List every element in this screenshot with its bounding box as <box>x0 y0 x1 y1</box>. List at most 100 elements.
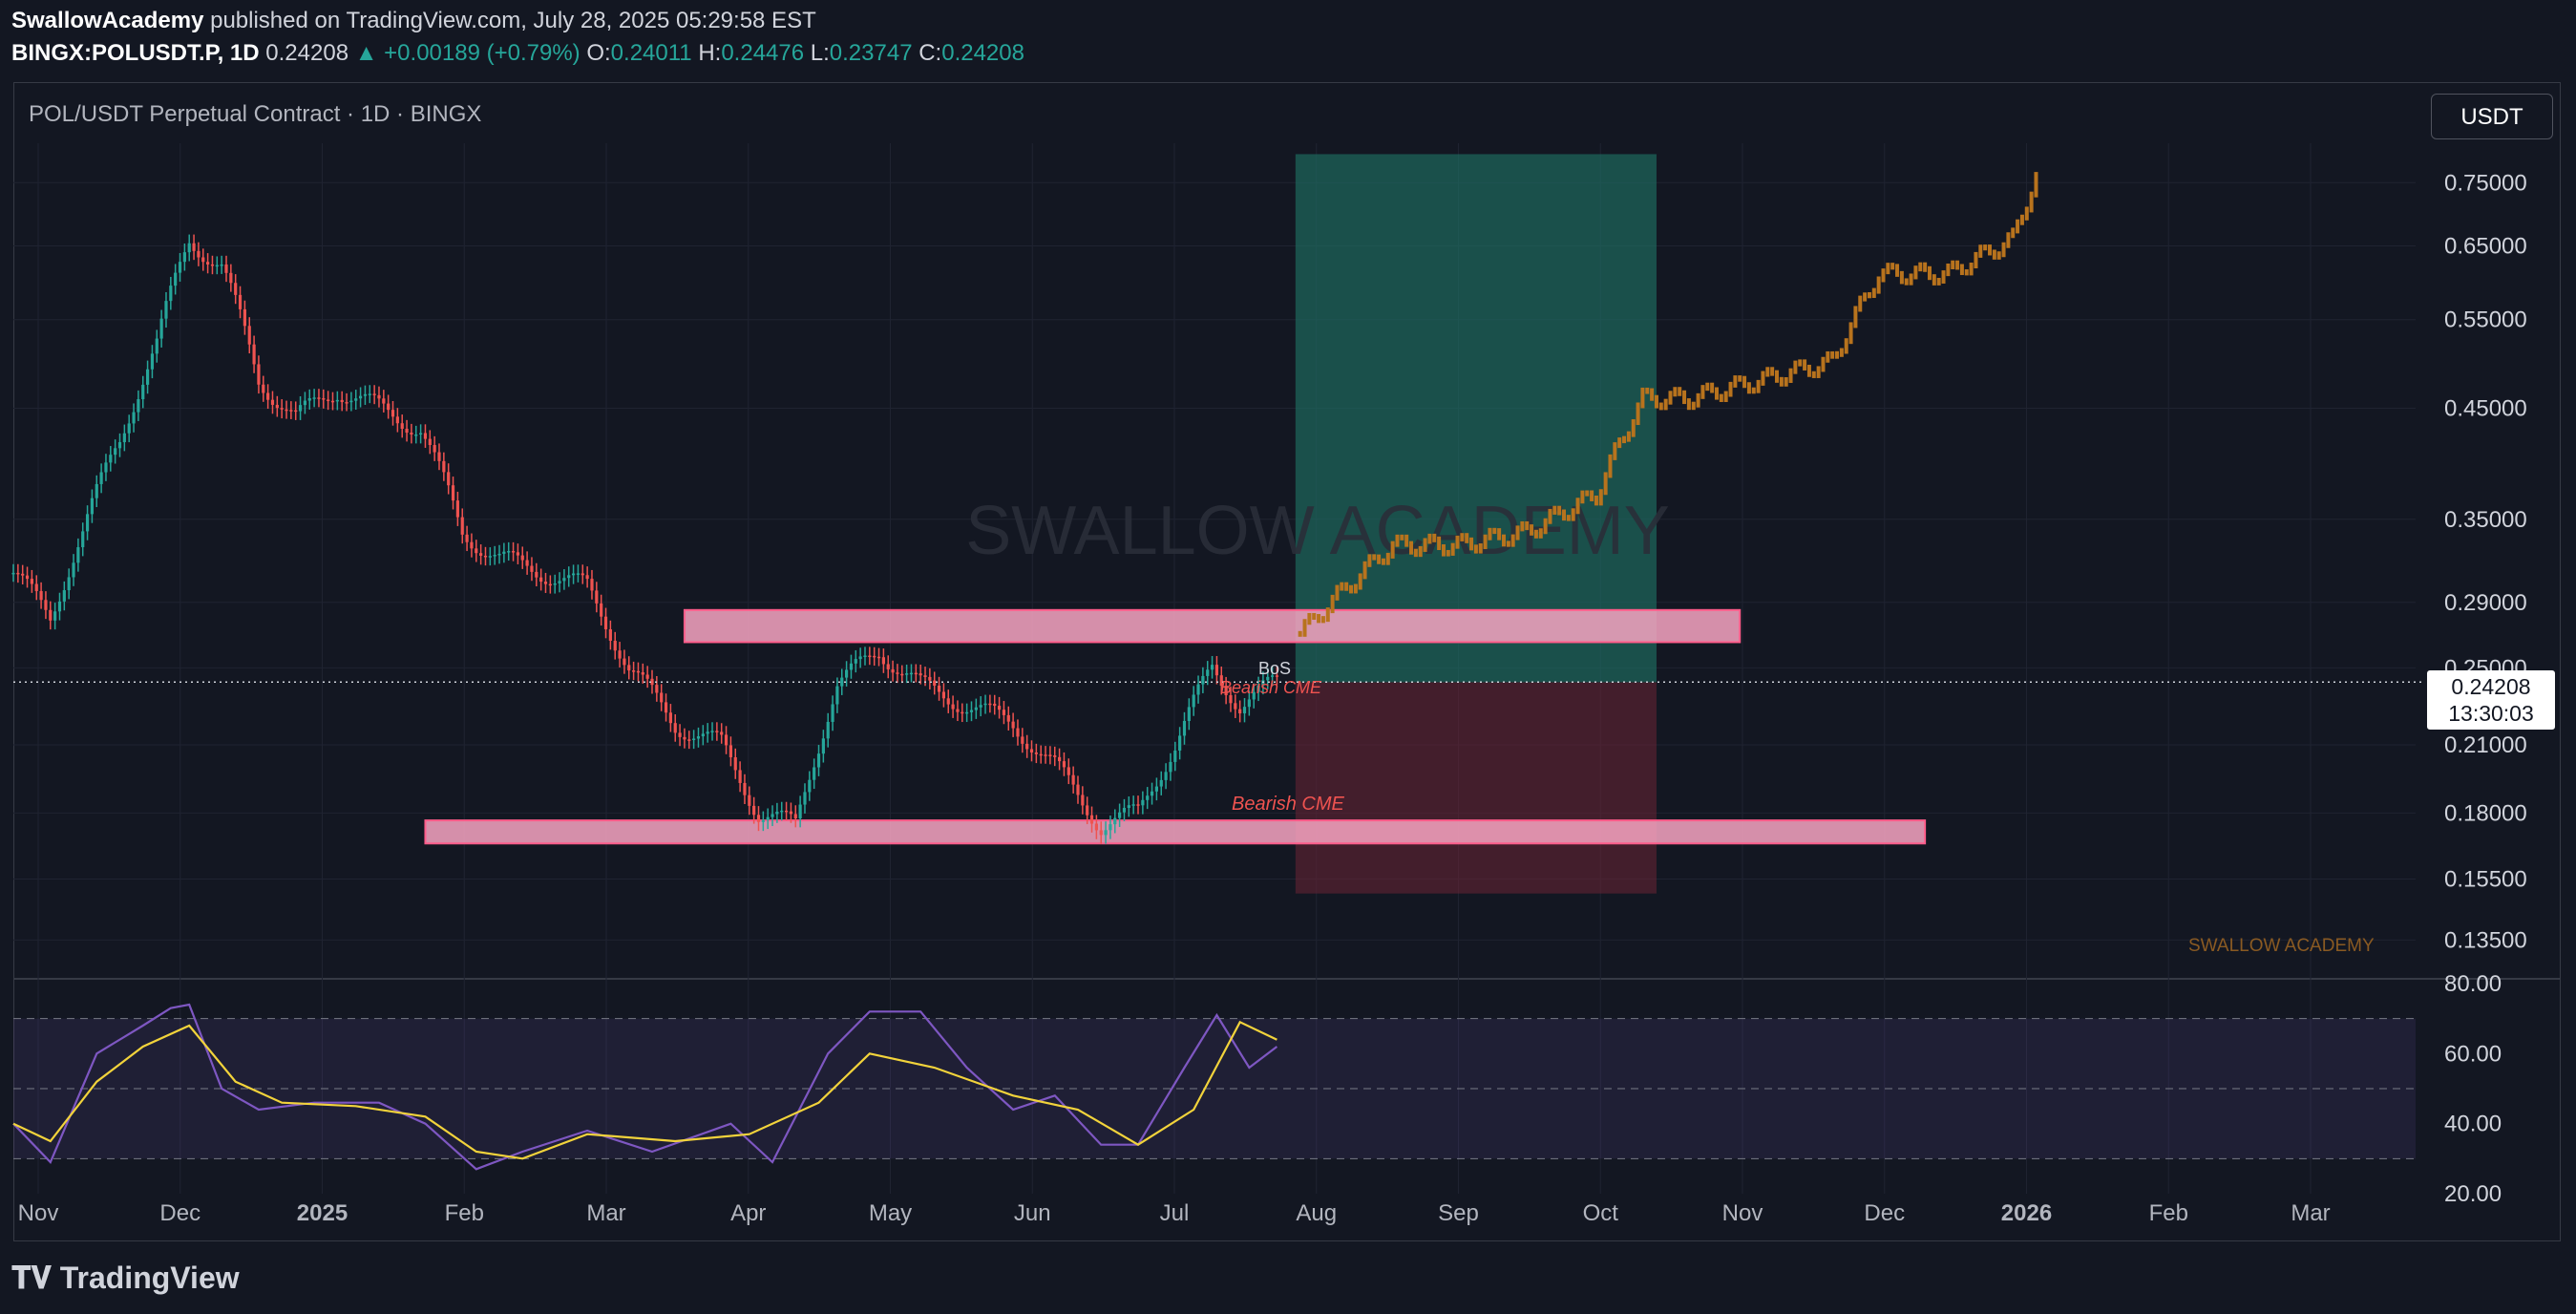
projection-bar <box>1608 454 1613 478</box>
candle-body <box>1089 815 1094 824</box>
candle-body <box>668 712 672 724</box>
candle-body <box>1182 720 1187 736</box>
candle-body <box>159 318 163 339</box>
candle-body <box>1219 675 1223 687</box>
candle-body <box>909 672 914 675</box>
chart-frame[interactable] <box>13 82 2561 1241</box>
candle-body <box>1256 685 1260 692</box>
projection-bar <box>1765 367 1770 377</box>
tradingview-logo[interactable]: 𝐓𝐕 TradingView <box>11 1261 240 1297</box>
candle-body <box>535 571 538 578</box>
price-tag-value: 0.24208 <box>2451 674 2531 699</box>
candle-body <box>395 416 399 424</box>
projection-bar <box>1423 538 1427 552</box>
candle-body <box>543 582 548 584</box>
projection-bar <box>1353 583 1358 594</box>
candle-body <box>1206 669 1210 676</box>
projection-bar <box>1340 582 1344 591</box>
price-axis: 0.75000 0.65000 0.55000 0.45000 0.35000 0.290… <box>2444 170 2527 953</box>
candle-body <box>25 575 30 580</box>
candle-body <box>743 782 747 795</box>
projection-bar <box>1895 264 1900 277</box>
projection-bar <box>1362 561 1367 580</box>
candle-body <box>993 703 997 707</box>
candle-body <box>455 500 459 518</box>
projection-bar <box>1460 533 1465 541</box>
candle-body <box>155 338 158 354</box>
currency-button[interactable]: USDT <box>2431 94 2553 139</box>
candle-body <box>905 673 909 675</box>
candle-body <box>174 272 178 286</box>
projection-bar <box>1497 528 1502 540</box>
projection-bar <box>1349 584 1354 594</box>
candle-body <box>673 723 677 733</box>
projection-bar <box>2001 242 2006 258</box>
projection-bar <box>1955 260 1960 270</box>
candle-body <box>835 686 839 705</box>
rsi-bands <box>13 1018 2416 1159</box>
candle-body <box>988 703 992 706</box>
candle-body <box>567 575 571 579</box>
candle-body <box>816 753 821 768</box>
candle-body <box>53 611 57 621</box>
candle-body <box>1210 665 1214 670</box>
candle-body <box>442 460 446 473</box>
symbol-label[interactable]: BINGX:POLUSDT.P, 1D <box>11 40 260 66</box>
ohlc-bar: BINGX:POLUSDT.P, 1D 0.24208 ▲ +0.00189 (… <box>11 40 1024 67</box>
projection-bar <box>1594 495 1598 506</box>
rsi-axis: 80.00 60.00 40.00 20.00 <box>2444 971 2502 1207</box>
candle-body <box>941 691 946 699</box>
candle-body <box>117 442 122 449</box>
projection-bar <box>1590 490 1594 501</box>
rsi-ma-line <box>12 1020 1277 1160</box>
candle-body <box>1247 699 1251 708</box>
candle-body <box>377 394 381 399</box>
candle-body <box>1141 799 1145 806</box>
candle-body <box>419 433 423 435</box>
candle-body <box>974 707 978 710</box>
time-tick-label: Dec <box>159 1200 201 1226</box>
candle-body <box>285 409 288 412</box>
candle-body <box>317 397 321 399</box>
candle-body <box>1159 779 1163 787</box>
candle-body <box>826 721 830 739</box>
candle-body <box>645 674 649 679</box>
candle-body <box>780 810 784 813</box>
projection-bar <box>1710 382 1715 393</box>
open-value: 0.24011 <box>610 40 692 66</box>
projection-bar <box>1830 350 1835 359</box>
candle-body <box>182 252 186 263</box>
candle-body <box>238 294 243 309</box>
candle-body <box>1039 753 1043 756</box>
projection-bar <box>1992 249 1996 260</box>
candle-body <box>1238 709 1242 714</box>
candle-body <box>918 673 922 676</box>
projection-bar <box>1886 263 1890 275</box>
candle-body <box>57 601 62 612</box>
candle-body <box>132 412 136 424</box>
rsi-line <box>12 1003 1278 1171</box>
candle-body <box>76 547 80 563</box>
candle-body <box>1021 736 1024 744</box>
candle-body <box>502 551 506 554</box>
candle-body <box>766 816 770 820</box>
candle-body <box>1252 691 1256 700</box>
projection-bar <box>1678 387 1682 396</box>
candle-body <box>1242 707 1247 714</box>
projection-bar <box>1307 612 1312 625</box>
candle-body <box>192 243 196 251</box>
candle-body <box>553 583 557 585</box>
candle-body <box>437 452 441 461</box>
candle-body <box>109 455 113 463</box>
author-name[interactable]: SwallowAcademy <box>11 8 204 33</box>
projection-bar <box>1381 558 1385 565</box>
change-value: +0.00189 (+0.79%) <box>384 40 581 66</box>
projection-bar <box>1335 584 1340 601</box>
time-tick-label: Mar <box>2291 1200 2330 1226</box>
candle-body <box>858 656 862 660</box>
candle-body <box>275 404 279 409</box>
projection-bar <box>2016 219 2020 234</box>
candle-body <box>34 583 38 591</box>
projection-bar <box>1839 348 1844 357</box>
